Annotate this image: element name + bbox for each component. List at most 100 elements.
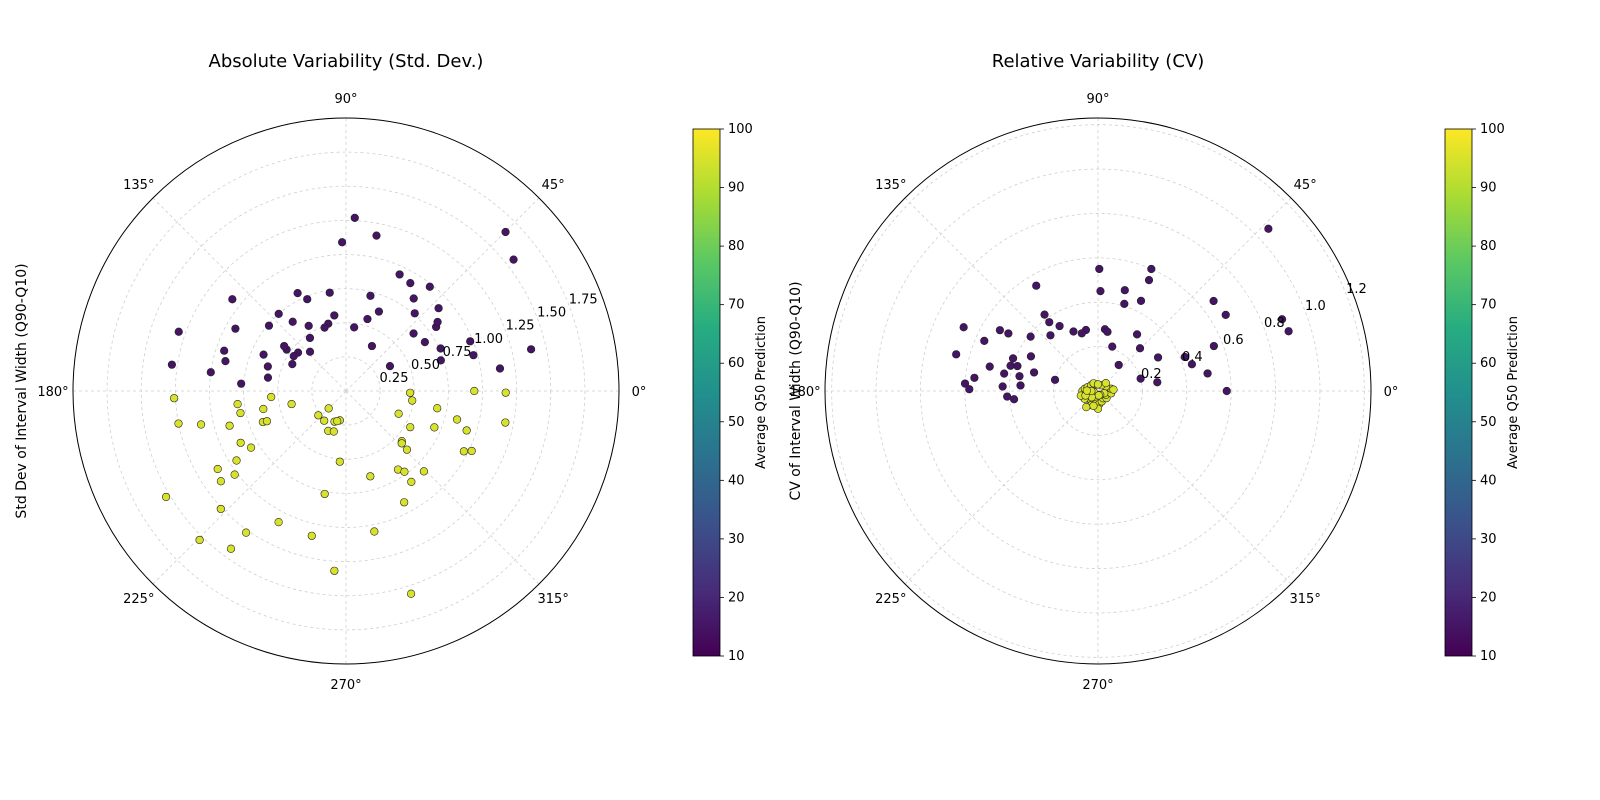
scatter-point <box>394 409 403 418</box>
scatter-point <box>501 227 510 237</box>
y-axis-label: CV of Interval Width (Q90-Q10) <box>788 281 804 500</box>
scatter-point <box>402 445 412 454</box>
scatter-point <box>1108 342 1117 351</box>
radial-tick-label: 0.6 <box>1223 333 1244 348</box>
scatter-point <box>1046 331 1055 340</box>
radial-gridline <box>1008 301 1188 481</box>
colorbar-tick-label: 60 <box>1480 356 1497 371</box>
scatter-point <box>174 327 183 336</box>
scatter-point <box>1003 392 1012 401</box>
scatter-point <box>1277 315 1287 324</box>
radial-tick-label: 0.25 <box>380 371 409 386</box>
scatter-point <box>264 321 274 330</box>
angle-tick-label: 315° <box>1290 592 1321 607</box>
scatter-point <box>501 418 510 427</box>
radial-gridline <box>920 213 1276 569</box>
scatter-point <box>1013 361 1022 371</box>
scatter-point <box>174 419 183 428</box>
scatter-point <box>462 426 471 435</box>
radial-gridline <box>875 168 1321 614</box>
scatter-point <box>1026 352 1036 361</box>
scatter-point <box>995 326 1005 335</box>
scatter-point <box>1082 403 1091 412</box>
scatter-point <box>419 467 428 476</box>
colorbar-tick-label: 40 <box>1480 473 1497 488</box>
scatter-point <box>1153 378 1162 387</box>
angle-tick-label: 270° <box>330 678 361 693</box>
scatter-point <box>406 388 415 397</box>
scatter-point <box>262 417 272 426</box>
scatter-point <box>1222 386 1231 396</box>
scatter-point <box>470 386 479 396</box>
colorbar-label: Average Q50 Prediction <box>754 316 769 469</box>
scatter-point <box>289 352 298 361</box>
scatter-point <box>1000 369 1009 378</box>
scatter-point <box>425 282 434 291</box>
scatter-point <box>338 238 347 247</box>
scatter-point <box>1077 329 1086 338</box>
scatter-point <box>397 439 406 448</box>
scatter-point <box>952 350 961 359</box>
scatter-point <box>1187 360 1197 369</box>
colorbar-tick-label: 50 <box>1480 415 1497 430</box>
scatter-point <box>288 317 297 326</box>
scatter-point <box>466 337 475 346</box>
polar-chart-1: Absolute Variability (Std. Dev.) Std Dev … <box>14 51 769 693</box>
scatter-point <box>1004 329 1013 338</box>
angular-gridline <box>345 390 540 585</box>
scatter-point <box>161 492 171 502</box>
scatter-point <box>410 309 419 318</box>
angle-tick-label: 0° <box>632 385 647 400</box>
colorbar-tick-label: 30 <box>728 532 745 547</box>
radial-tick-label: 0.75 <box>443 345 472 360</box>
scatter-point <box>433 404 442 413</box>
scatter-point <box>434 304 443 313</box>
colorbar-tick-label: 70 <box>728 298 745 313</box>
scatter-point <box>231 324 240 333</box>
colorbar-tick-label: 70 <box>1480 298 1497 313</box>
scatter-point <box>1050 375 1060 384</box>
scatter-point <box>228 295 237 304</box>
colorbar-tick-label: 20 <box>1480 590 1497 605</box>
scatter-point <box>1029 368 1039 377</box>
scatter-point <box>1055 321 1064 331</box>
radial-tick-label: 1.25 <box>506 319 535 334</box>
colorbar-tick-label: 60 <box>728 356 745 371</box>
scatter-point <box>495 364 505 373</box>
colorbar-tick-label: 50 <box>728 415 745 430</box>
scatter-point <box>267 392 276 402</box>
scatter-point <box>196 420 206 429</box>
scatter-point <box>259 404 268 414</box>
colorbar-tick-label: 100 <box>728 122 753 137</box>
scatter-point <box>400 498 409 507</box>
radial-tick-label: 1.2 <box>1346 282 1367 297</box>
scatter-point <box>501 388 510 397</box>
scatter-point <box>303 295 312 304</box>
scatter-point <box>436 356 445 365</box>
radial-tick-label: 1.75 <box>569 293 598 308</box>
scatter-point <box>233 400 242 409</box>
scatter-point <box>237 379 246 388</box>
scatter-point <box>965 385 974 394</box>
scatter-point <box>259 350 268 359</box>
scatter-point <box>226 544 236 553</box>
scatter-point <box>407 477 416 486</box>
scatter-point <box>1096 287 1105 296</box>
radial-gridline <box>209 254 483 528</box>
scatter-point <box>236 438 245 447</box>
scatter-point <box>314 411 323 420</box>
scatter-point <box>324 404 333 413</box>
scatter-point <box>170 394 179 403</box>
scatter-point <box>1045 318 1054 327</box>
scatter-point <box>1109 385 1118 394</box>
angular-gridline <box>904 390 1099 585</box>
chart-title: Absolute Variability (Std. Dev.) <box>209 51 484 72</box>
scatter-point <box>433 317 442 327</box>
angle-tick-label: 90° <box>1086 92 1109 107</box>
scatter-point <box>406 423 415 432</box>
colorbar-tick-label: 90 <box>728 181 745 196</box>
scatter-point <box>287 399 296 409</box>
scatter-point <box>1144 275 1154 285</box>
colorbar-tick-label: 40 <box>728 473 745 488</box>
colorbar-tick-label: 20 <box>728 590 745 605</box>
